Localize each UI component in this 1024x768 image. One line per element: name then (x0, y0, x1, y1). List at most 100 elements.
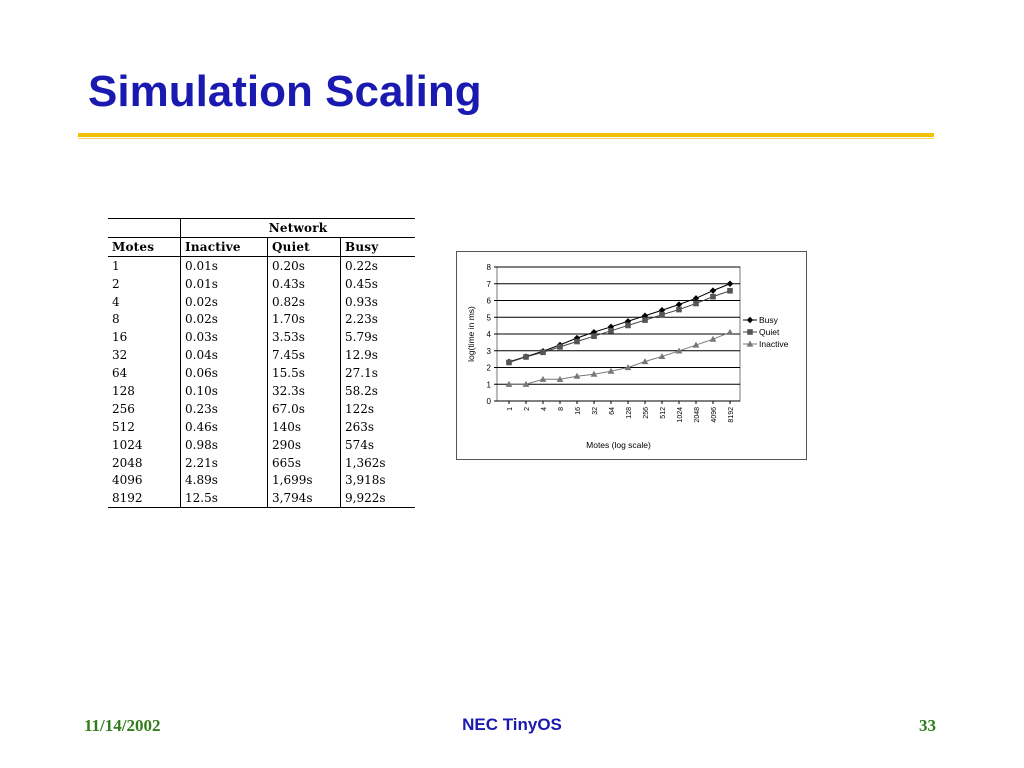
busy-cell: 0.22s (345, 258, 378, 273)
quiet-cell: 1.70s (267, 310, 341, 329)
scaling-chart: 0 1 2 3 4 5 6 7 8 1 2 4 8 16 32 64 128 256 512 1024 2048 4096… (456, 251, 807, 460)
data-point-busy (624, 318, 632, 325)
table-corner-cell (108, 218, 181, 238)
table-row: 16 0.03s 3.53s 5.79s (108, 328, 415, 347)
y-axis-label: log(time in ms) (466, 306, 476, 362)
data-point-quiet (523, 354, 529, 360)
header-quiet: Quiet (267, 236, 341, 257)
inactive-cell: 2.21s (180, 453, 268, 472)
table-row: 512 0.46s 140s 263s (108, 417, 415, 436)
x-tick-label: 64 (609, 407, 616, 415)
busy-cell: 1,362s (345, 455, 386, 470)
x-tick-label: 512 (660, 407, 667, 419)
x-tick-label: 32 (592, 407, 599, 415)
header-inactive: Inactive (180, 236, 268, 257)
x-tick-label: 128 (626, 407, 633, 419)
table-row: 256 0.23s 67.0s 122s (108, 399, 415, 418)
data-point-quiet (727, 287, 733, 294)
legend-label-quiet: Quiet (759, 327, 780, 337)
data-point-busy (709, 287, 717, 294)
data-point-inactive (675, 347, 683, 354)
legend-marker-inactive (746, 340, 754, 347)
y-tick-label: 5 (487, 313, 492, 322)
quiet-cell: 140s (267, 417, 341, 436)
motes-cell: 2048 (108, 453, 181, 472)
quiet-cell: 0.82s (267, 292, 341, 311)
busy-cell: 574s (345, 437, 375, 452)
slide-title: Simulation Scaling (88, 67, 482, 116)
data-point-quiet (625, 322, 631, 329)
busy-cell: 58.2s (345, 383, 378, 398)
data-point-inactive (641, 358, 649, 365)
table-row: 32 0.04s 7.45s 12.9s (108, 346, 415, 365)
table-row: 64 0.06s 15.5s 27.1s (108, 364, 415, 383)
inactive-cell: 0.98s (180, 435, 268, 454)
data-point-inactive (539, 375, 547, 382)
series-line-inactive (509, 331, 731, 385)
table-row: 4 0.02s 0.82s 0.93s (108, 292, 415, 311)
data-point-quiet (608, 328, 614, 334)
data-point-busy (607, 323, 615, 330)
busy-cell: 27.1s (345, 366, 378, 381)
inactive-cell: 0.01s (180, 274, 268, 293)
quiet-cell: 3.53s (267, 328, 341, 347)
inactive-cell: 0.04s (180, 346, 268, 365)
busy-cell: 9,922s (340, 489, 415, 509)
table-row: 8 0.02s 1.70s 2.23s (108, 310, 415, 329)
inactive-cell: 0.01s (180, 256, 268, 275)
y-tick-label: 4 (487, 330, 492, 339)
motes-cell: 1024 (108, 435, 181, 454)
table-row: 2048 2.21s 665s 1,362s (108, 453, 415, 472)
data-point-quiet (710, 293, 716, 300)
inactive-cell: 0.03s (180, 328, 268, 347)
data-point-quiet (676, 306, 682, 313)
busy-cell: 0.45s (345, 276, 378, 291)
scaling-chart-svg: 0 1 2 3 4 5 6 7 8 1 2 4 8 16 32 64 128 256 512 1024 2048 4096… (466, 263, 789, 450)
busy-cell: 2.23s (345, 312, 378, 327)
motes-cell: 4096 (108, 471, 181, 490)
motes-cell: 4 (108, 292, 181, 311)
busy-cell: 263s (345, 419, 375, 434)
data-point-quiet (574, 338, 580, 345)
title-underline-shadow (78, 138, 934, 139)
inactive-cell: 0.02s (180, 310, 268, 329)
inactive-cell: 0.10s (180, 382, 268, 400)
series-line-quiet (508, 290, 731, 363)
data-point-inactive (573, 372, 581, 379)
data-point-quiet (693, 300, 699, 307)
data-point-quiet (540, 349, 546, 356)
data-point-quiet (659, 311, 665, 318)
data-point-inactive (556, 375, 564, 382)
data-point-busy (692, 295, 700, 302)
busy-cell: 122s (345, 401, 375, 416)
y-tick-label: 8 (487, 263, 492, 272)
table-row: 8192 12.5s 3,794s 9,922s (108, 489, 415, 509)
data-point-quiet (591, 333, 597, 339)
series-line-busy (508, 283, 731, 363)
data-point-busy (675, 301, 683, 308)
data-point-quiet (642, 317, 648, 323)
x-tick-label: 4096 (711, 407, 718, 423)
x-tick-label: 16 (575, 407, 582, 415)
data-point-inactive (590, 370, 598, 377)
x-tick-label: 1024 (677, 407, 684, 423)
data-point-quiet (557, 344, 563, 350)
table-group-header-row: Network (108, 218, 415, 238)
quiet-cell: 32.3s (267, 382, 341, 400)
x-tick-label: 1 (507, 407, 514, 411)
data-point-inactive (692, 341, 700, 348)
x-tick-label: 8 (558, 407, 565, 411)
quiet-cell: 3,794s (267, 489, 341, 509)
table-row: 2 0.01s 0.43s 0.45s (108, 274, 415, 293)
x-tick-label: 2 (524, 407, 531, 411)
y-tick-label: 0 (487, 397, 492, 406)
data-point-inactive (607, 367, 615, 374)
y-tick-label: 2 (487, 364, 492, 373)
x-tick-label: 4 (541, 407, 548, 411)
inactive-cell: 0.46s (180, 417, 268, 436)
x-axis-label: Motes (log scale) (586, 440, 651, 450)
table-header-row: Motes Inactive Quiet Busy (108, 236, 415, 257)
table-body: 1 0.01s 0.20s 0.22s 2 0.01s 0.43s 0.45s 4 0.02s 0.… (108, 256, 415, 509)
motes-cell: 1 (108, 256, 181, 275)
inactive-cell: 0.23s (180, 399, 268, 418)
